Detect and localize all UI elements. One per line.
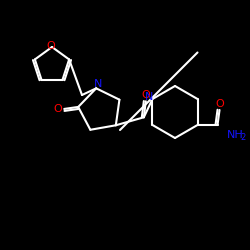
Text: N: N <box>94 79 102 89</box>
Text: 2: 2 <box>240 134 246 142</box>
Text: O: O <box>46 41 56 51</box>
Text: O: O <box>142 90 150 100</box>
Text: O: O <box>54 104 62 114</box>
Text: N: N <box>145 92 154 102</box>
Text: O: O <box>215 99 224 109</box>
Text: NH: NH <box>226 130 243 140</box>
